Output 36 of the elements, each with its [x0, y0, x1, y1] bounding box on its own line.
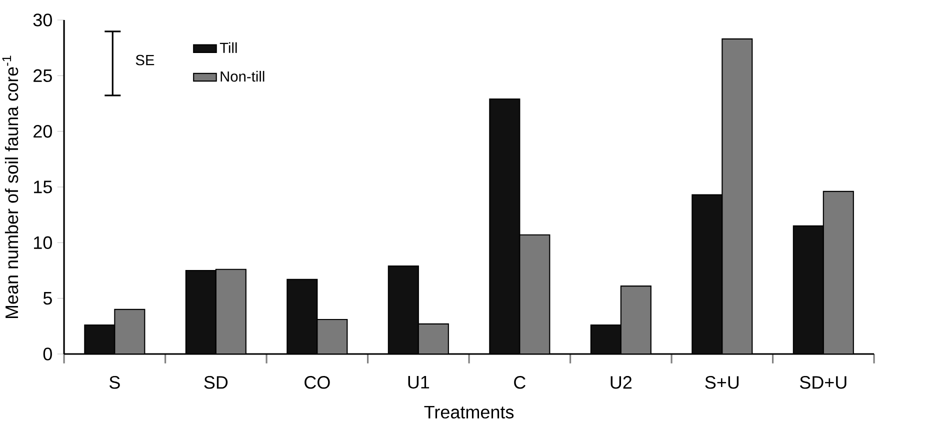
- y-tick-label: 5: [43, 292, 52, 305]
- bar: [388, 266, 419, 354]
- bar: [316, 318, 348, 354]
- bar: [418, 323, 449, 354]
- bar: [84, 324, 116, 354]
- annotation: SE: [136, 54, 154, 66]
- bar: [692, 194, 723, 354]
- x-axis-title: Treatments: [424, 406, 514, 418]
- bar: [185, 270, 216, 354]
- bar: [489, 98, 520, 354]
- bar: [792, 225, 824, 354]
- y-tick-label: 25: [34, 69, 52, 82]
- x-tick-label: U1: [408, 376, 430, 389]
- y-tick-label: 0: [43, 348, 52, 360]
- y-tick-label: 15: [34, 180, 52, 194]
- y-tick-label: 30: [33, 14, 52, 26]
- bar: [722, 38, 753, 354]
- legend-label: Till: [220, 42, 237, 53]
- bar: [822, 190, 854, 354]
- x-tick-label: S+U: [705, 376, 739, 389]
- bar: [114, 308, 146, 354]
- legend-label: Non-till: [220, 70, 264, 82]
- x-tick-label: S: [109, 376, 120, 389]
- x-tick-label: C: [514, 376, 526, 389]
- x-tick-label: SD+U: [800, 376, 846, 389]
- y-tick-label: 20: [34, 124, 52, 138]
- bar: [286, 278, 318, 354]
- x-tick-label: SD: [204, 376, 228, 389]
- bar: [519, 234, 550, 354]
- bar: [620, 286, 652, 354]
- y-tick-label: 10: [34, 236, 52, 250]
- bar: [215, 268, 246, 354]
- x-tick-label: U2: [610, 376, 632, 389]
- bar: [590, 324, 622, 354]
- y-axis-title: Mean number of soil fauna core$^{-1}$: [2, 56, 18, 318]
- x-tick-label: CO: [304, 376, 330, 389]
